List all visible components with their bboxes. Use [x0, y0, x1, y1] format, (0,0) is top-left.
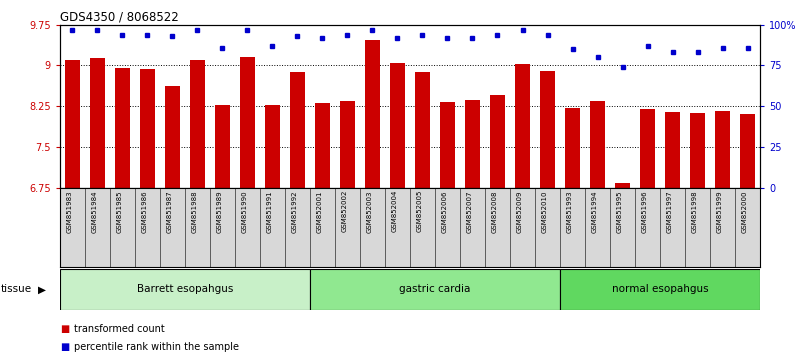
Bar	[165, 86, 180, 188]
Text: GSM852000: GSM852000	[742, 190, 747, 233]
Text: transformed count: transformed count	[74, 324, 165, 334]
Bar	[265, 104, 280, 188]
Text: GSM851989: GSM851989	[217, 190, 222, 233]
Text: GSM851996: GSM851996	[642, 190, 648, 233]
Text: GSM851999: GSM851999	[716, 190, 723, 233]
Text: GSM851994: GSM851994	[591, 190, 598, 233]
Bar	[715, 111, 730, 188]
Text: ▶: ▶	[38, 284, 46, 295]
Bar	[665, 112, 680, 188]
Bar	[310, 269, 560, 310]
Bar	[640, 109, 655, 188]
Bar	[590, 101, 605, 188]
Bar	[565, 108, 580, 188]
Bar	[690, 113, 705, 188]
Text: GSM852005: GSM852005	[416, 190, 423, 232]
Text: gastric cardia: gastric cardia	[400, 284, 470, 295]
Bar	[140, 69, 154, 188]
Text: GSM851987: GSM851987	[166, 190, 172, 233]
Bar	[465, 100, 480, 188]
Bar	[290, 72, 305, 188]
Text: GSM851992: GSM851992	[291, 190, 298, 233]
Text: GSM852009: GSM852009	[517, 190, 522, 233]
Bar	[540, 71, 555, 188]
Text: GSM852004: GSM852004	[392, 190, 397, 232]
Bar	[390, 63, 405, 188]
Bar	[560, 269, 760, 310]
Text: GSM851985: GSM851985	[116, 190, 123, 233]
Bar	[115, 68, 130, 188]
Text: Barrett esopahgus: Barrett esopahgus	[137, 284, 233, 295]
Bar	[60, 269, 310, 310]
Text: GSM851988: GSM851988	[191, 190, 197, 233]
Text: GSM851983: GSM851983	[66, 190, 72, 233]
Text: GSM851984: GSM851984	[92, 190, 97, 233]
Bar	[189, 60, 205, 188]
Text: GDS4350 / 8068522: GDS4350 / 8068522	[60, 11, 178, 24]
Text: GSM851998: GSM851998	[692, 190, 697, 233]
Bar	[515, 64, 530, 188]
Text: GSM852002: GSM852002	[341, 190, 347, 232]
Bar	[415, 72, 430, 188]
Text: GSM852008: GSM852008	[491, 190, 498, 233]
Bar	[90, 58, 105, 188]
Text: GSM852001: GSM852001	[316, 190, 322, 233]
Text: GSM851995: GSM851995	[617, 190, 622, 233]
Bar	[64, 60, 80, 188]
Text: GSM852003: GSM852003	[366, 190, 373, 233]
Text: GSM852006: GSM852006	[442, 190, 447, 233]
Text: GSM851993: GSM851993	[567, 190, 572, 233]
Text: GSM851991: GSM851991	[267, 190, 272, 233]
Text: ■: ■	[60, 324, 69, 334]
Text: normal esopahgus: normal esopahgus	[612, 284, 708, 295]
Text: GSM851990: GSM851990	[241, 190, 248, 233]
Text: GSM851986: GSM851986	[141, 190, 147, 233]
Bar	[440, 102, 455, 188]
Text: ■: ■	[60, 342, 69, 352]
Bar	[740, 114, 755, 188]
Bar	[240, 57, 255, 188]
Bar	[315, 103, 330, 188]
Text: GSM851997: GSM851997	[666, 190, 673, 233]
Text: percentile rank within the sample: percentile rank within the sample	[74, 342, 239, 352]
Bar	[340, 101, 355, 188]
Text: GSM852010: GSM852010	[541, 190, 548, 233]
Bar	[615, 183, 630, 188]
Bar	[215, 104, 230, 188]
Bar	[490, 95, 505, 188]
Text: GSM852007: GSM852007	[466, 190, 473, 233]
Bar	[365, 40, 380, 188]
Text: tissue: tissue	[1, 284, 32, 295]
